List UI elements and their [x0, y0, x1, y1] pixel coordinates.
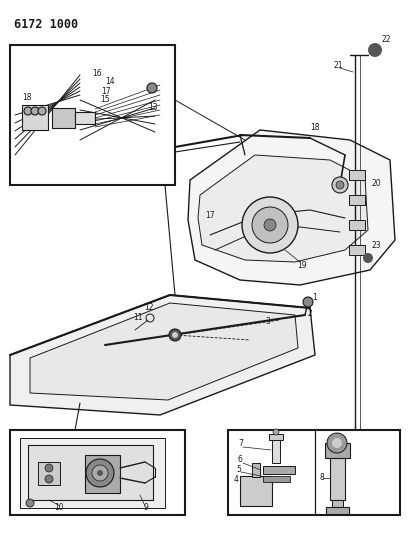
Text: 9: 9	[143, 504, 148, 513]
Polygon shape	[198, 155, 368, 262]
Circle shape	[86, 459, 114, 487]
Text: 17: 17	[205, 211, 215, 220]
Polygon shape	[85, 455, 120, 493]
Text: 10: 10	[54, 504, 64, 513]
Circle shape	[172, 332, 178, 338]
Text: 8: 8	[320, 473, 325, 482]
Circle shape	[368, 43, 382, 57]
Circle shape	[92, 465, 108, 481]
Bar	[349, 195, 365, 205]
Circle shape	[26, 499, 34, 507]
Bar	[349, 170, 365, 180]
Circle shape	[147, 83, 157, 93]
Circle shape	[327, 433, 347, 453]
Polygon shape	[332, 500, 343, 510]
Polygon shape	[22, 105, 48, 130]
Circle shape	[242, 197, 298, 253]
Bar	[10, 430, 185, 515]
Text: 6172 1000: 6172 1000	[14, 18, 78, 31]
Text: 16: 16	[92, 69, 102, 78]
Text: 12: 12	[144, 303, 153, 312]
Circle shape	[97, 470, 103, 476]
Text: 23: 23	[372, 240, 381, 249]
Polygon shape	[52, 108, 75, 128]
Polygon shape	[263, 476, 290, 482]
Bar	[349, 220, 365, 230]
Circle shape	[273, 429, 279, 435]
Circle shape	[363, 253, 373, 263]
Polygon shape	[269, 434, 283, 440]
Polygon shape	[20, 438, 165, 508]
Circle shape	[332, 177, 348, 193]
Text: 19: 19	[297, 261, 307, 270]
Polygon shape	[326, 507, 349, 514]
Circle shape	[332, 438, 342, 448]
Text: 18: 18	[310, 124, 319, 133]
Polygon shape	[38, 462, 60, 485]
Text: 20: 20	[372, 179, 381, 188]
Circle shape	[38, 107, 46, 115]
Circle shape	[45, 464, 53, 472]
Polygon shape	[252, 463, 260, 477]
Circle shape	[24, 107, 32, 115]
Circle shape	[31, 107, 39, 115]
Bar	[228, 430, 400, 515]
Text: 11: 11	[133, 313, 142, 322]
Circle shape	[45, 475, 53, 483]
Text: 5: 5	[236, 465, 241, 474]
Text: 17: 17	[101, 86, 111, 95]
Polygon shape	[272, 438, 280, 463]
Circle shape	[252, 207, 288, 243]
Circle shape	[336, 181, 344, 189]
Text: 2: 2	[308, 309, 313, 318]
Text: 22: 22	[381, 36, 390, 44]
Polygon shape	[330, 455, 345, 500]
Circle shape	[264, 219, 276, 231]
Text: 3: 3	[265, 318, 270, 327]
Text: 21: 21	[334, 61, 344, 69]
Polygon shape	[30, 303, 298, 400]
Polygon shape	[188, 130, 395, 285]
Polygon shape	[240, 476, 272, 506]
Polygon shape	[263, 466, 295, 474]
Polygon shape	[75, 112, 95, 124]
Bar	[349, 245, 365, 255]
Bar	[28, 445, 153, 500]
Polygon shape	[325, 443, 350, 458]
Circle shape	[169, 329, 181, 341]
Circle shape	[303, 297, 313, 307]
Text: 13: 13	[148, 103, 157, 112]
Polygon shape	[10, 295, 315, 415]
Text: 15: 15	[100, 94, 110, 103]
Text: 6: 6	[238, 456, 243, 464]
Text: 18: 18	[22, 93, 31, 101]
Text: 14: 14	[105, 77, 115, 86]
Text: 4: 4	[234, 474, 239, 483]
Text: 1: 1	[312, 294, 317, 303]
Bar	[10, 45, 175, 185]
Text: 7: 7	[238, 440, 243, 448]
